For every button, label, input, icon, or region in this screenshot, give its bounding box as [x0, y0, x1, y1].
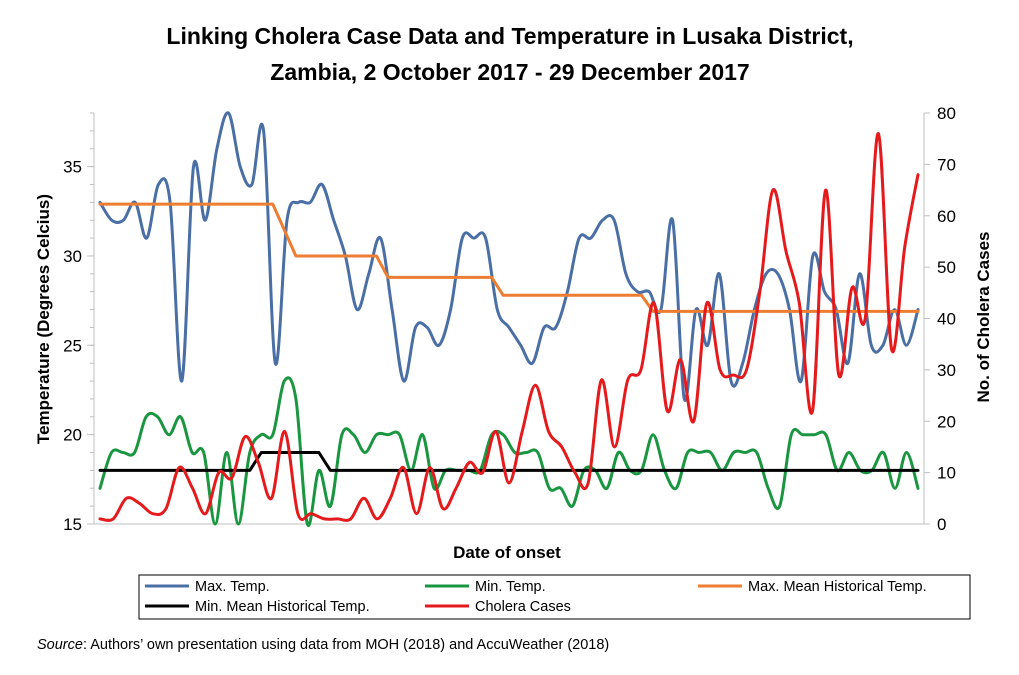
legend-label-cholera-cases: Cholera Cases [475, 599, 571, 615]
y-axis-right-label: No. of Cholera Cases [974, 232, 993, 403]
y-left-tick-label: 25 [63, 336, 82, 355]
chart-title-line2: Zambia, 2 October 2017 - 29 December 201… [270, 59, 749, 85]
y-right-tick-label: 80 [937, 104, 956, 123]
source-note: Source: Authors’ own presentation using … [37, 637, 609, 653]
legend-box [138, 574, 971, 620]
chart-title-line1: Linking Cholera Case Data and Temperatur… [166, 23, 853, 49]
y-right-tick-label: 0 [937, 515, 946, 534]
legend-label-min-temp: Min. Temp. [475, 579, 546, 595]
plot-area: 15 20 25 30 35 0 10 20 30 40 50 60 70 80 [63, 104, 956, 534]
source-label: Source [37, 637, 83, 653]
y-right-tick-label: 50 [937, 258, 956, 277]
series-line-max-temp [98, 111, 920, 402]
legend-label-min-mean-historical-temp: Min. Mean Historical Temp. [195, 599, 370, 615]
x-axis-label: Date of onset [453, 543, 561, 562]
y-left-tick-label: 30 [63, 247, 82, 266]
legend: Max. Temp. Min. Temp. Max. Mean Historical… [138, 574, 971, 620]
series-line-cholera-cases [98, 132, 920, 522]
source-text: : Authors’ own presentation using data f… [82, 637, 610, 653]
y-left-tick-label: 15 [63, 515, 82, 534]
legend-label-max-temp: Max. Temp. [195, 579, 270, 595]
y-left-tick-label: 20 [63, 426, 82, 445]
y-left-tick-label: 35 [63, 158, 82, 177]
y-right-tick-label: 40 [937, 310, 956, 329]
series-line-max-mean-historical-temp [98, 202, 920, 313]
y-right-tick-label: 60 [937, 207, 956, 226]
legend-label-max-mean-historical-temp: Max. Mean Historical Temp. [748, 579, 927, 595]
y-right-tick-label: 10 [937, 464, 956, 483]
y-right-tick-label: 30 [937, 361, 956, 380]
y-right-tick-label: 70 [937, 155, 956, 174]
y-right-tick-label: 20 [937, 412, 956, 431]
y-axis-left-label: Temperature (Degrees Celcius) [34, 194, 53, 444]
series-line-min-temp [98, 376, 920, 527]
